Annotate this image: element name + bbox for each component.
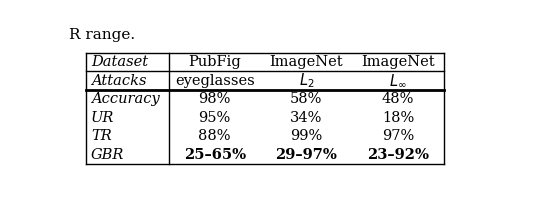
Text: ImageNet: ImageNet <box>270 55 343 69</box>
Text: GBR: GBR <box>91 148 124 162</box>
Text: 23–92%: 23–92% <box>367 148 429 162</box>
Text: $L_2$: $L_2$ <box>299 71 314 90</box>
Text: 97%: 97% <box>382 129 414 143</box>
Text: 48%: 48% <box>382 92 414 106</box>
Text: UR: UR <box>91 111 114 125</box>
Text: Accuracy: Accuracy <box>91 92 160 106</box>
Text: 34%: 34% <box>290 111 322 125</box>
Text: PubFig: PubFig <box>188 55 241 69</box>
Text: 29–97%: 29–97% <box>276 148 337 162</box>
Text: 98%: 98% <box>199 92 231 106</box>
Text: ImageNet: ImageNet <box>361 55 435 69</box>
Text: eyeglasses: eyeglasses <box>175 74 255 88</box>
Text: 25–65%: 25–65% <box>184 148 246 162</box>
Text: Dataset: Dataset <box>91 55 148 69</box>
Text: 88%: 88% <box>199 129 231 143</box>
Text: TR: TR <box>91 129 112 143</box>
Text: Attacks: Attacks <box>91 74 146 88</box>
FancyBboxPatch shape <box>86 53 444 164</box>
Text: $L_\infty$: $L_\infty$ <box>389 72 407 89</box>
Text: 99%: 99% <box>290 129 322 143</box>
Text: R range.: R range. <box>69 28 135 42</box>
Text: 95%: 95% <box>199 111 231 125</box>
Text: 18%: 18% <box>382 111 414 125</box>
Text: 58%: 58% <box>290 92 322 106</box>
